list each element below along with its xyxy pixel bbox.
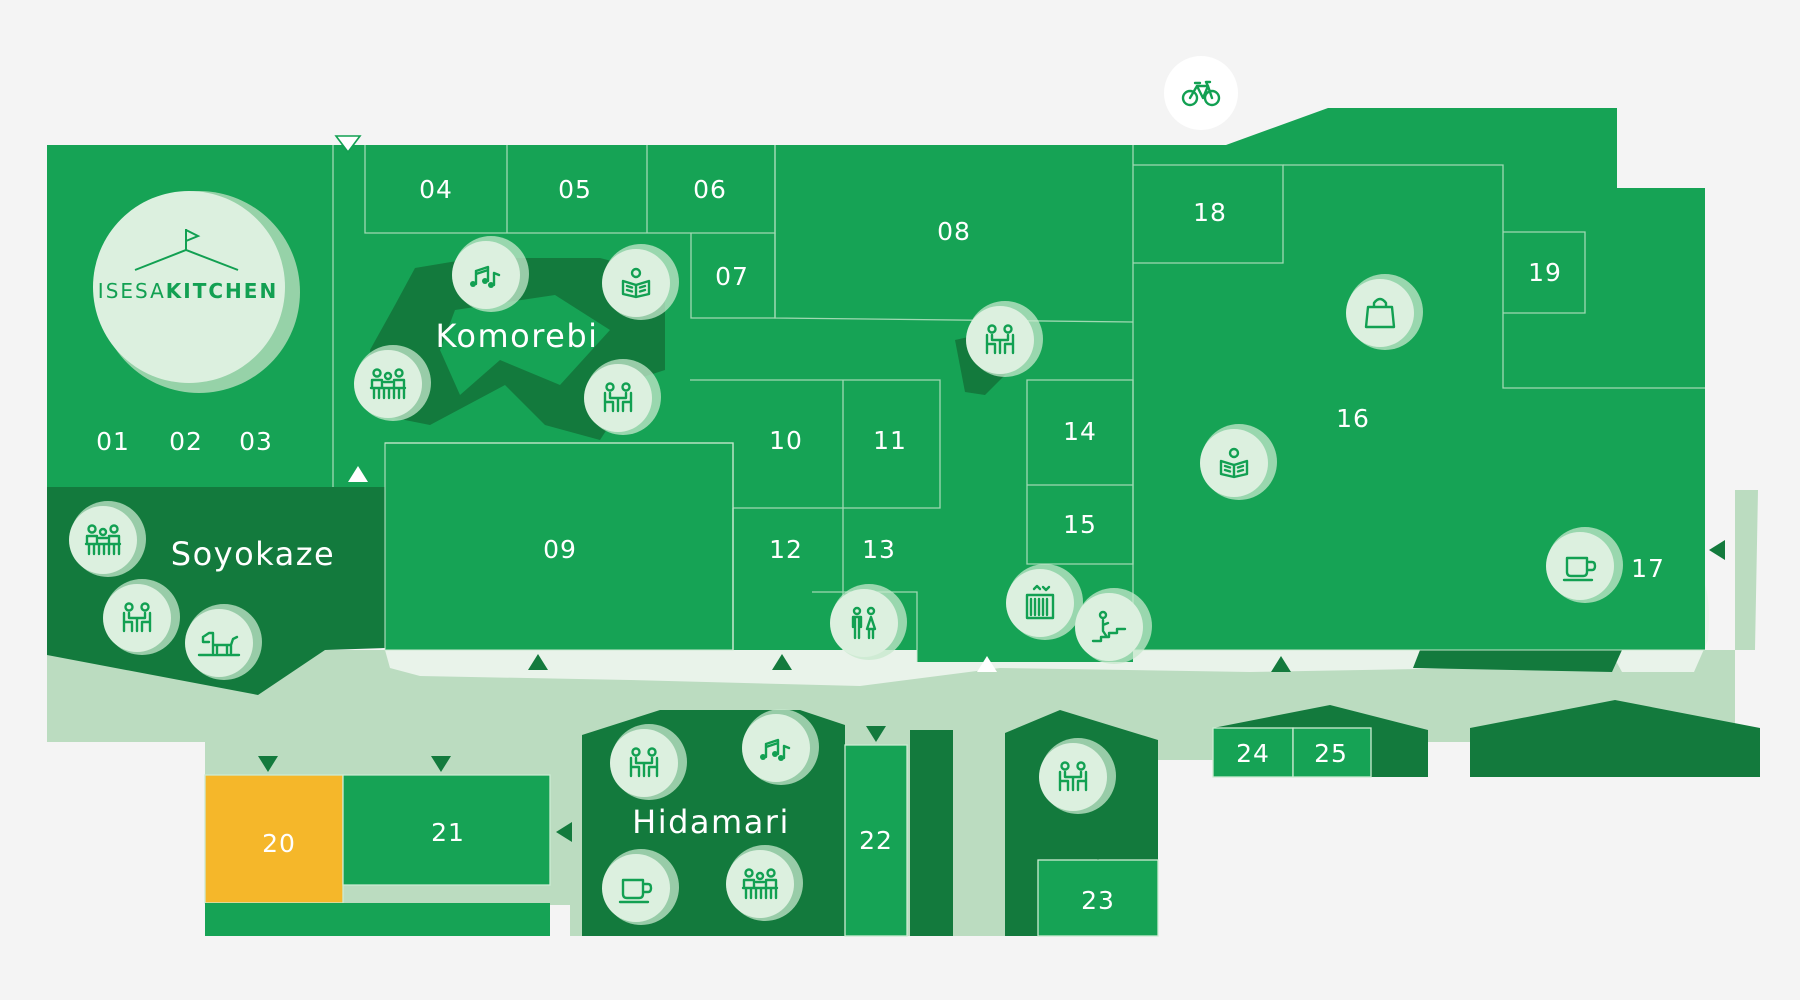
unit-25-block[interactable]: [1292, 727, 1372, 778]
entrance-marker-12: [772, 654, 792, 670]
area-strip-22: [910, 730, 953, 936]
unit-10-label[interactable]: 10: [769, 426, 803, 455]
unit-16-label[interactable]: 16: [1336, 404, 1370, 433]
unit-21-strip: [205, 903, 550, 936]
svg-text:ISESAKITCHEN: ISESAKITCHEN: [98, 279, 278, 303]
unit-04-label[interactable]: 04: [419, 175, 453, 204]
unit-21-label[interactable]: 21: [431, 818, 465, 847]
unit-22-label[interactable]: 22: [859, 826, 893, 855]
entrance-marker-17: [1709, 540, 1725, 560]
bicycle-parking-badge[interactable]: [1164, 56, 1238, 130]
isesa-kitchen-logo[interactable]: ISESAKITCHEN: [93, 191, 300, 393]
entrance-marker-top: [334, 135, 362, 154]
entrance-marker-center: [977, 656, 997, 672]
unit-03-label[interactable]: 03: [239, 427, 273, 456]
unit-15-label[interactable]: 15: [1063, 510, 1097, 539]
unit-25-label[interactable]: 25: [1314, 739, 1348, 768]
entrance-marker-16: [1271, 656, 1291, 672]
unit-17-label[interactable]: 17: [1631, 554, 1665, 583]
unit-11-label[interactable]: 11: [873, 426, 907, 455]
area-komorebi-label[interactable]: Komorebi: [435, 317, 598, 355]
unit-12-label[interactable]: 12: [769, 535, 803, 564]
entrance-marker-soyokaze: [348, 466, 368, 482]
unit-20-label[interactable]: 20: [262, 829, 296, 858]
unit-02-label[interactable]: 02: [169, 427, 203, 456]
unit-14-label[interactable]: 14: [1063, 417, 1097, 446]
entrance-markers: [258, 135, 1725, 860]
entrance-marker-20: [258, 756, 278, 772]
logo-text-light: ISESA: [98, 279, 166, 303]
entrance-marker-22: [866, 726, 886, 742]
flag-icon: [134, 229, 239, 271]
komorebi-center: [440, 295, 610, 395]
unit-23-block[interactable]: [1037, 859, 1159, 937]
unit-13-label[interactable]: 13: [862, 535, 896, 564]
unit-09-outline: [384, 442, 734, 651]
unit-19-label[interactable]: 19: [1528, 258, 1562, 287]
area-strip-16: [1413, 650, 1622, 672]
walkway-inner: [385, 650, 1480, 686]
unit-23-label[interactable]: 23: [1081, 886, 1115, 915]
unit-07-label[interactable]: 07: [715, 262, 749, 291]
entrance-marker-09: [528, 654, 548, 670]
area-lounge-right: [1470, 700, 1760, 777]
area-hidamari-label[interactable]: Hidamari: [632, 803, 790, 841]
unit-20-block[interactable]: [204, 774, 344, 904]
main-block: [47, 108, 1705, 662]
entrance-marker-21: [431, 756, 451, 772]
entrance-marker-hidamari: [556, 822, 572, 842]
unit-21-block[interactable]: [342, 774, 551, 886]
unit-05-label[interactable]: 05: [558, 175, 592, 204]
unit-24-label[interactable]: 24: [1236, 739, 1270, 768]
unit-09-label[interactable]: 09: [543, 535, 577, 564]
unit-06-label[interactable]: 06: [693, 175, 727, 204]
unit-08-label[interactable]: 08: [937, 217, 971, 246]
entrance-marker-23: [1088, 844, 1108, 860]
unit-22-block[interactable]: [844, 744, 908, 937]
area-soyokaze-label[interactable]: Soyokaze: [171, 535, 335, 573]
logo-text-bold: KITCHEN: [166, 279, 278, 303]
unit-18-label[interactable]: 18: [1193, 198, 1227, 227]
unit-01-label[interactable]: 01: [96, 427, 130, 456]
